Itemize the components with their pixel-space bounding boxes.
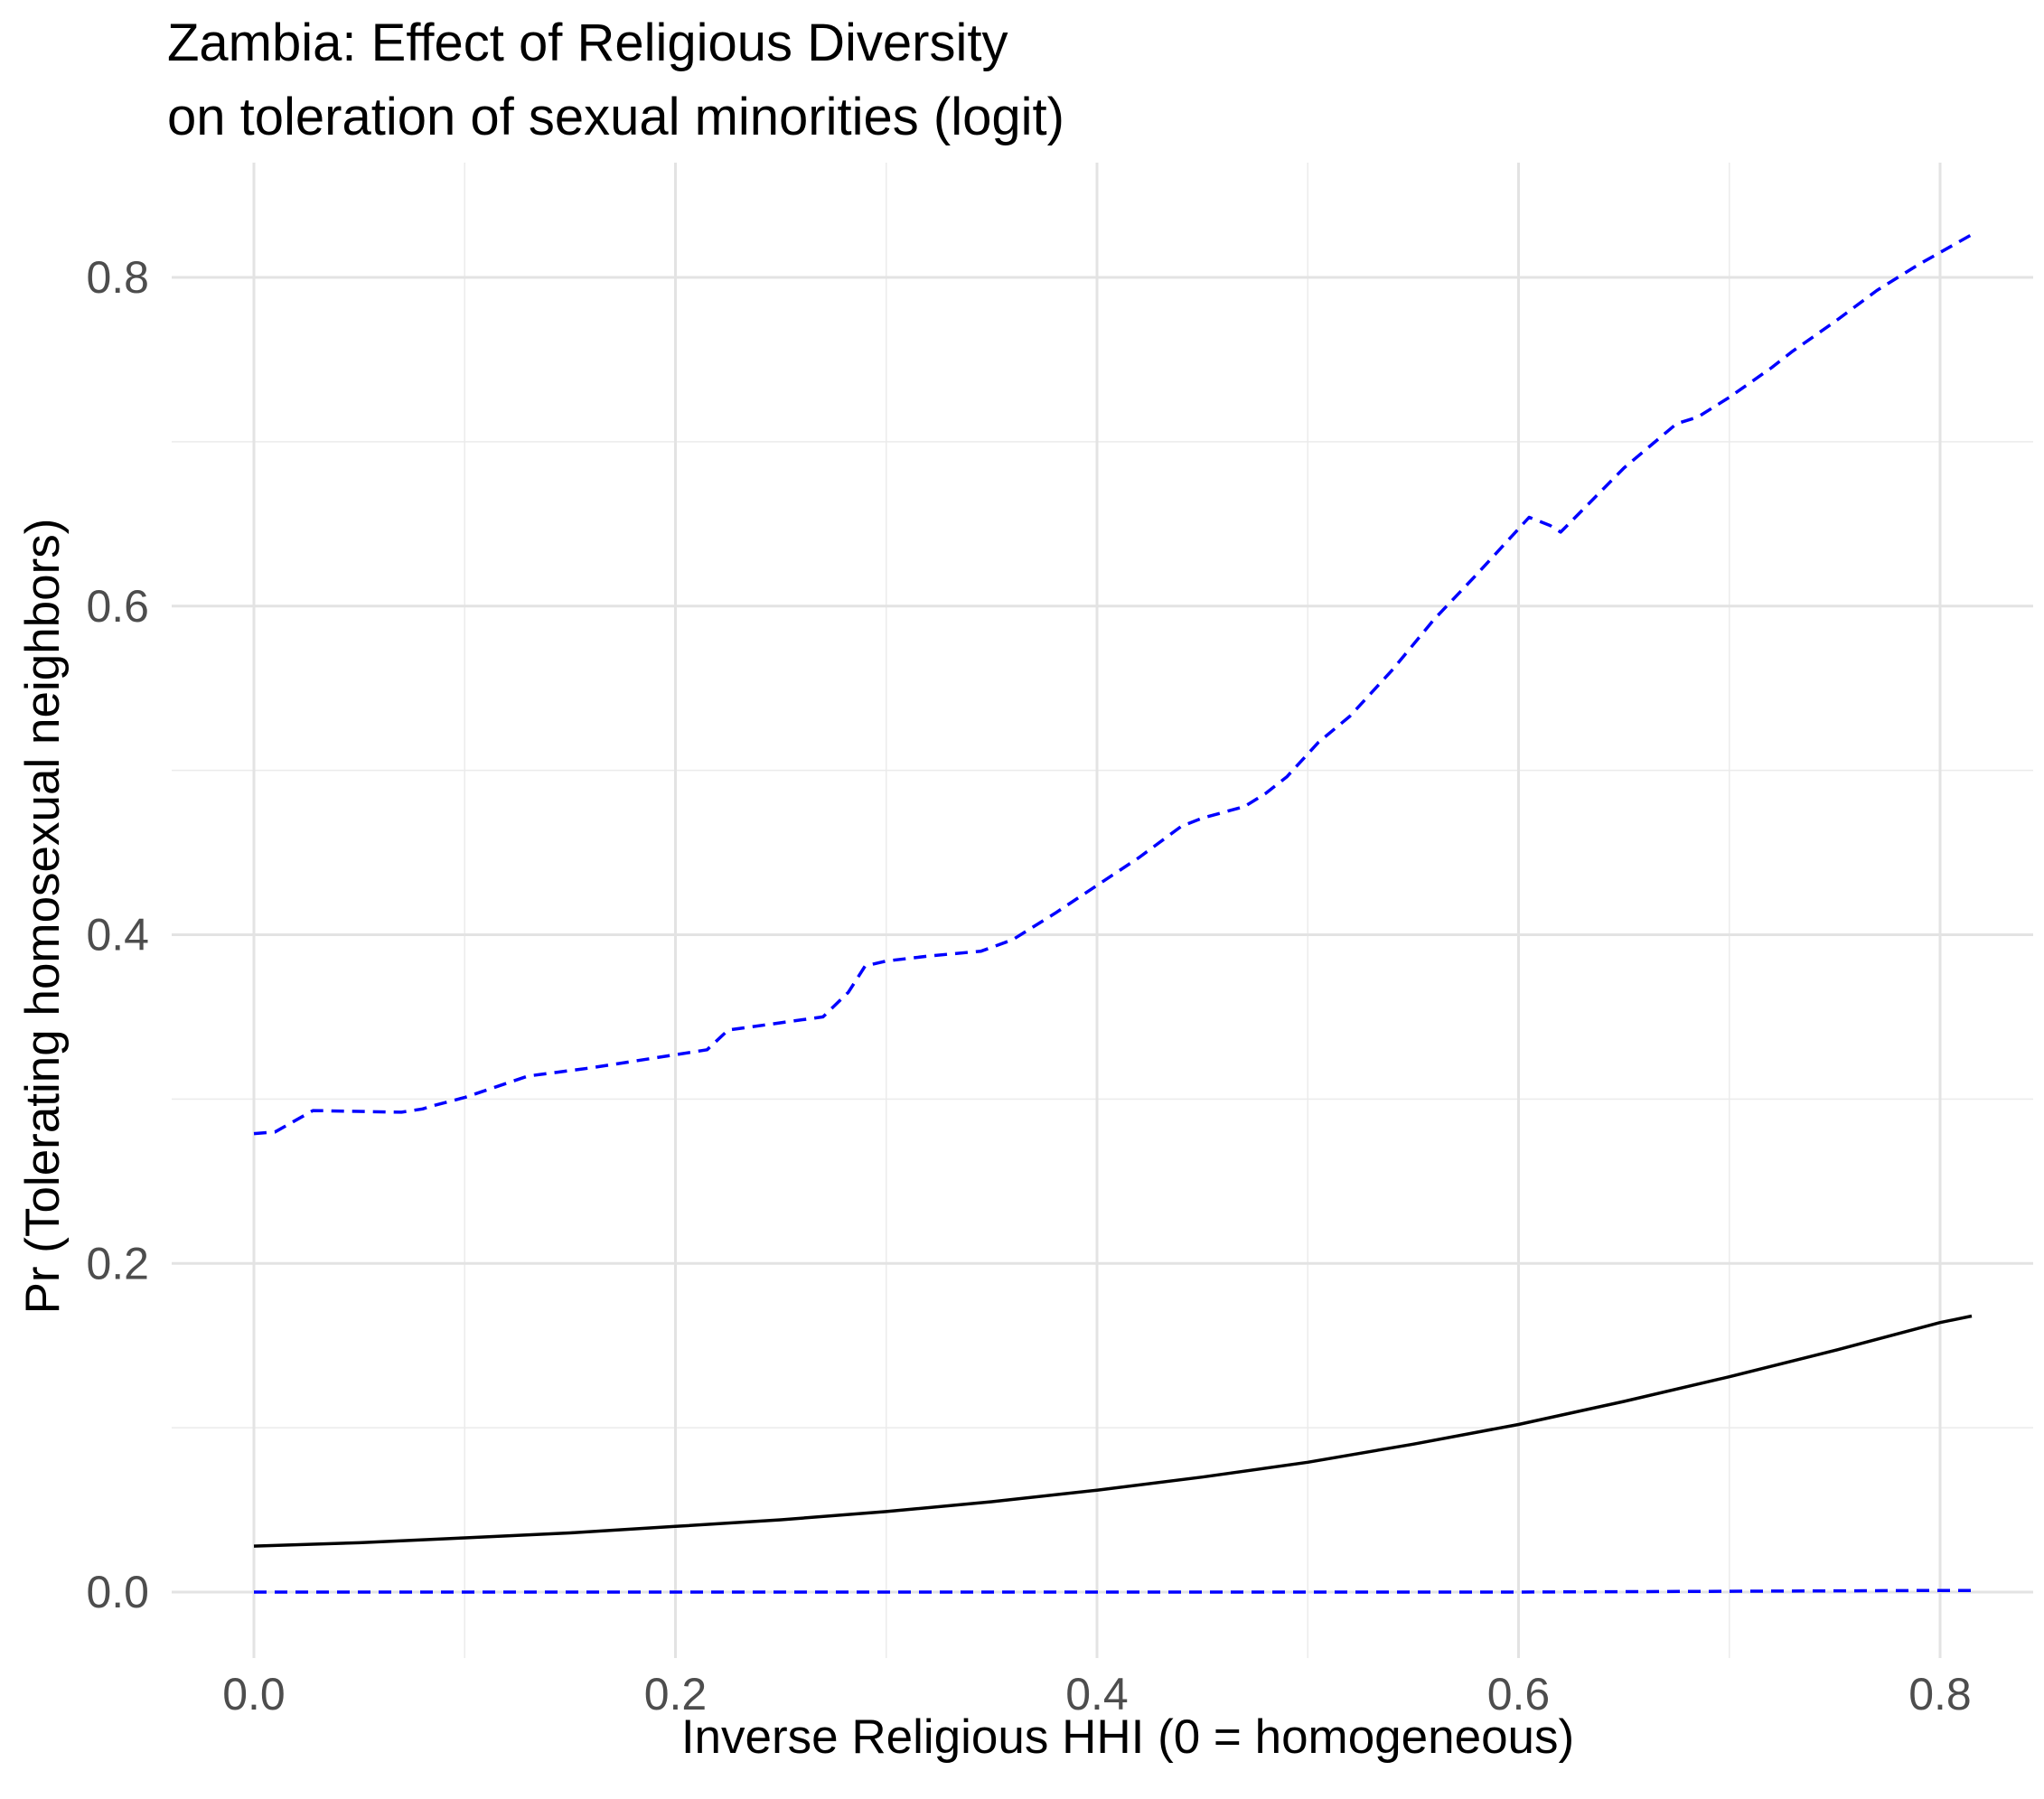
x-tick-labels: 0.0 0.2 0.4 0.6 0.8 [222,1669,1972,1719]
x-axis-title: Inverse Religious HHI (0 = homogeneous) [681,1710,1574,1764]
upper-ci-line [253,233,1973,1136]
series-layer [253,233,1973,1594]
lower-ci-line [254,1588,1972,1594]
chart-subtitle: on toleration of sexual minorities (logi… [167,88,1064,146]
x-tick-label: 0.6 [1487,1669,1551,1719]
y-tick-label: 0.4 [86,910,149,960]
y-tick-labels: 0.0 0.2 0.4 0.6 0.8 [86,252,149,1617]
x-tick-label: 0.8 [1908,1669,1972,1719]
y-tick-label: 0.0 [86,1567,149,1617]
x-tick-label: 0.4 [1065,1669,1129,1719]
minor-gridlines [172,163,2033,1658]
y-axis-title: Pr (Tolerating homosexual neighbors) [16,519,70,1315]
major-gridlines [172,163,2033,1658]
y-tick-label: 0.6 [86,581,149,632]
fitted-line [253,1314,1973,1548]
chart-title: Zambia: Effect of Religious Diversity [167,14,1008,72]
y-tick-label: 0.2 [86,1238,149,1288]
x-tick-label: 0.0 [222,1669,286,1719]
x-tick-label: 0.2 [644,1669,708,1719]
y-tick-label: 0.8 [86,252,149,303]
